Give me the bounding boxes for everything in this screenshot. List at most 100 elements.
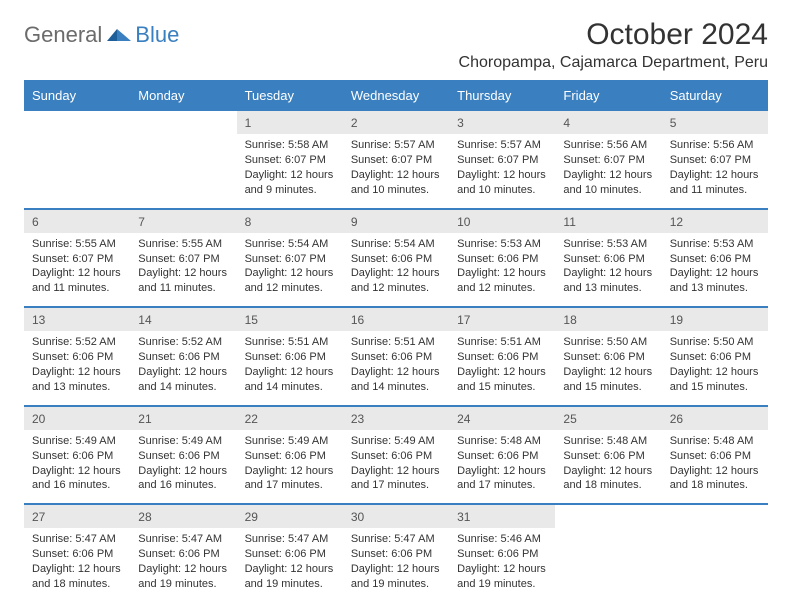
day-detail-cell: Sunrise: 5:47 AMSunset: 6:06 PMDaylight:… — [130, 528, 236, 601]
day-number: 27 — [32, 510, 45, 524]
sunset-text: Sunset: 6:07 PM — [670, 153, 760, 168]
day-a-text: Daylight: 12 hours — [138, 464, 228, 479]
day-number: 14 — [138, 313, 151, 327]
day-detail-cell — [130, 134, 236, 208]
day-detail-cell: Sunrise: 5:47 AMSunset: 6:06 PMDaylight:… — [237, 528, 343, 601]
day-number-cell: 21 — [130, 406, 236, 430]
day-a-text: Daylight: 12 hours — [32, 365, 122, 380]
day-number: 17 — [457, 313, 470, 327]
day-detail-cell: Sunrise: 5:49 AMSunset: 6:06 PMDaylight:… — [130, 430, 236, 504]
sunset-text: Sunset: 6:06 PM — [138, 449, 228, 464]
day-number-cell: 26 — [662, 406, 768, 430]
day-detail-cell: Sunrise: 5:53 AMSunset: 6:06 PMDaylight:… — [449, 233, 555, 307]
day-detail-cell: Sunrise: 5:51 AMSunset: 6:06 PMDaylight:… — [237, 331, 343, 405]
day-detail-cell: Sunrise: 5:53 AMSunset: 6:06 PMDaylight:… — [662, 233, 768, 307]
day-b-text: and 19 minutes. — [138, 577, 228, 592]
day-a-text: Daylight: 12 hours — [245, 365, 335, 380]
sunset-text: Sunset: 6:06 PM — [351, 449, 441, 464]
day-a-text: Daylight: 12 hours — [563, 365, 653, 380]
day-detail-cell: Sunrise: 5:50 AMSunset: 6:06 PMDaylight:… — [555, 331, 661, 405]
day-a-text: Daylight: 12 hours — [32, 464, 122, 479]
day-number-cell: 9 — [343, 209, 449, 233]
day-number-cell: 10 — [449, 209, 555, 233]
day-number-cell: 14 — [130, 307, 236, 331]
day-detail-cell — [662, 528, 768, 601]
day-detail-cell: Sunrise: 5:49 AMSunset: 6:06 PMDaylight:… — [237, 430, 343, 504]
brand-logo: General Blue — [24, 22, 179, 48]
day-detail-cell: Sunrise: 5:48 AMSunset: 6:06 PMDaylight:… — [449, 430, 555, 504]
day-a-text: Daylight: 12 hours — [670, 365, 760, 380]
sunset-text: Sunset: 6:07 PM — [245, 252, 335, 267]
day-number-cell: 15 — [237, 307, 343, 331]
sunset-text: Sunset: 6:07 PM — [32, 252, 122, 267]
day-number-cell: 17 — [449, 307, 555, 331]
sunset-text: Sunset: 6:06 PM — [563, 449, 653, 464]
day-a-text: Daylight: 12 hours — [563, 168, 653, 183]
month-title: October 2024 — [459, 18, 768, 52]
sunrise-text: Sunrise: 5:47 AM — [138, 532, 228, 547]
day-number-cell: 1 — [237, 110, 343, 134]
day-number-cell: 23 — [343, 406, 449, 430]
day-number: 11 — [563, 215, 575, 229]
sunset-text: Sunset: 6:06 PM — [32, 547, 122, 562]
day-number-row: 20212223242526 — [24, 406, 768, 430]
brand-mark-icon — [107, 23, 133, 48]
calendar-table: Sunday Monday Tuesday Wednesday Thursday… — [24, 82, 768, 602]
weekday-header: Thursday — [449, 82, 555, 110]
day-a-text: Daylight: 12 hours — [138, 266, 228, 281]
day-b-text: and 11 minutes. — [32, 281, 122, 296]
day-number-row: 2728293031 — [24, 504, 768, 528]
day-number: 24 — [457, 412, 470, 426]
sunrise-text: Sunrise: 5:49 AM — [245, 434, 335, 449]
sunrise-text: Sunrise: 5:51 AM — [245, 335, 335, 350]
day-detail-cell: Sunrise: 5:47 AMSunset: 6:06 PMDaylight:… — [343, 528, 449, 601]
sunset-text: Sunset: 6:06 PM — [32, 449, 122, 464]
day-a-text: Daylight: 12 hours — [351, 464, 441, 479]
day-a-text: Daylight: 12 hours — [670, 266, 760, 281]
day-b-text: and 18 minutes. — [32, 577, 122, 592]
sunrise-text: Sunrise: 5:47 AM — [351, 532, 441, 547]
day-detail-cell: Sunrise: 5:56 AMSunset: 6:07 PMDaylight:… — [555, 134, 661, 208]
day-number: 18 — [563, 313, 576, 327]
day-a-text: Daylight: 12 hours — [351, 365, 441, 380]
sunset-text: Sunset: 6:06 PM — [670, 350, 760, 365]
sunrise-text: Sunrise: 5:56 AM — [670, 138, 760, 153]
weekday-header: Friday — [555, 82, 661, 110]
day-detail-cell: Sunrise: 5:56 AMSunset: 6:07 PMDaylight:… — [662, 134, 768, 208]
sunrise-text: Sunrise: 5:52 AM — [138, 335, 228, 350]
day-number-cell: 25 — [555, 406, 661, 430]
day-detail-cell: Sunrise: 5:54 AMSunset: 6:07 PMDaylight:… — [237, 233, 343, 307]
sunrise-text: Sunrise: 5:58 AM — [245, 138, 335, 153]
sunset-text: Sunset: 6:06 PM — [351, 350, 441, 365]
day-number: 26 — [670, 412, 683, 426]
sunrise-text: Sunrise: 5:51 AM — [457, 335, 547, 350]
weekday-header-row: Sunday Monday Tuesday Wednesday Thursday… — [24, 82, 768, 110]
day-b-text: and 12 minutes. — [245, 281, 335, 296]
sunrise-text: Sunrise: 5:49 AM — [351, 434, 441, 449]
weekday-header: Tuesday — [237, 82, 343, 110]
day-b-text: and 13 minutes. — [32, 380, 122, 395]
day-number: 4 — [563, 116, 570, 130]
day-b-text: and 14 minutes. — [245, 380, 335, 395]
weekday-header: Sunday — [24, 82, 130, 110]
day-b-text: and 15 minutes. — [563, 380, 653, 395]
day-a-text: Daylight: 12 hours — [457, 562, 547, 577]
day-a-text: Daylight: 12 hours — [563, 266, 653, 281]
day-b-text: and 13 minutes. — [670, 281, 760, 296]
sunrise-text: Sunrise: 5:54 AM — [245, 237, 335, 252]
day-number: 1 — [245, 116, 252, 130]
day-a-text: Daylight: 12 hours — [351, 562, 441, 577]
sunrise-text: Sunrise: 5:48 AM — [670, 434, 760, 449]
day-number: 13 — [32, 313, 45, 327]
day-detail-cell: Sunrise: 5:52 AMSunset: 6:06 PMDaylight:… — [130, 331, 236, 405]
day-detail-cell: Sunrise: 5:47 AMSunset: 6:06 PMDaylight:… — [24, 528, 130, 601]
weekday-header: Saturday — [662, 82, 768, 110]
day-a-text: Daylight: 12 hours — [245, 562, 335, 577]
day-number-cell: 30 — [343, 504, 449, 528]
day-number-cell: 5 — [662, 110, 768, 134]
brand-word-2: Blue — [135, 22, 179, 48]
day-number: 23 — [351, 412, 364, 426]
day-b-text: and 14 minutes. — [138, 380, 228, 395]
sunrise-text: Sunrise: 5:57 AM — [457, 138, 547, 153]
sunrise-text: Sunrise: 5:51 AM — [351, 335, 441, 350]
